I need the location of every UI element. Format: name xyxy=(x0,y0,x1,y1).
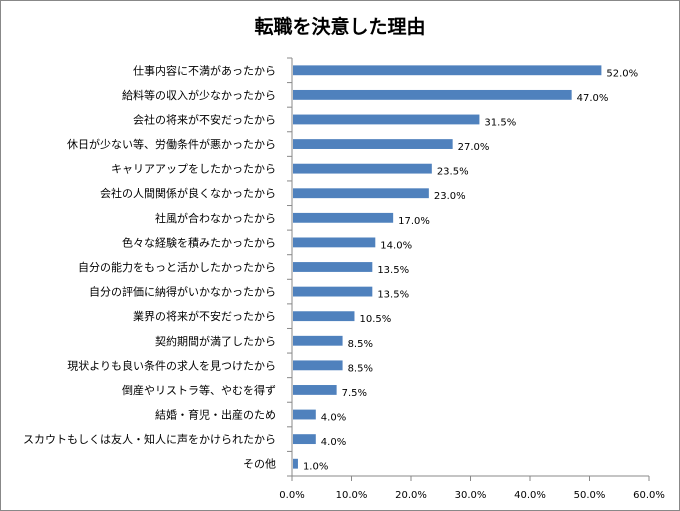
data-label: 8.5% xyxy=(348,339,373,350)
bar xyxy=(293,237,376,248)
bar xyxy=(293,458,298,469)
x-tick-label: 40.0% xyxy=(514,490,546,501)
x-tick-label: 50.0% xyxy=(574,490,606,501)
category-label: 会社の将来が不安だったから xyxy=(133,112,276,126)
bar xyxy=(293,360,343,371)
data-label: 13.5% xyxy=(377,265,409,276)
category-label: 倒産やリストラ等、やむを得ず xyxy=(122,383,276,397)
bar xyxy=(293,65,602,76)
bar xyxy=(293,89,572,100)
bar xyxy=(293,286,373,297)
category-label: 現状よりも良い条件の求人を見つけたから xyxy=(67,358,276,372)
bar xyxy=(293,114,480,125)
category-label: 結婚・育児・出産のため xyxy=(155,408,276,422)
category-label: キャリアアップをしたかったから xyxy=(111,163,276,176)
x-tick-label: 20.0% xyxy=(395,490,427,501)
bar xyxy=(293,212,394,223)
bar xyxy=(293,434,316,445)
category-label: 自分の能力をもっと活かしたかったから xyxy=(78,260,276,274)
data-label: 23.0% xyxy=(434,191,466,202)
category-label: 自分の評価に納得がいかなかったから xyxy=(89,285,276,299)
data-label: 23.5% xyxy=(437,167,469,178)
data-label: 4.0% xyxy=(321,413,346,424)
bar xyxy=(293,262,373,272)
data-label: 52.0% xyxy=(606,68,638,79)
x-tick-label: 60.0% xyxy=(633,490,665,501)
category-label: 業界の将来が不安だったから xyxy=(133,309,276,323)
category-label: スカウトもしくは友人・知人に声をかけられたから xyxy=(23,432,276,446)
category-label: 契約期間が満了したから xyxy=(155,334,276,348)
data-label: 4.0% xyxy=(321,437,346,448)
category-label: 色々な経験を積みたかったから xyxy=(122,235,276,249)
category-label: 会社の人間関係が良くなかったから xyxy=(100,186,276,200)
category-label: 休日が少ない等、労働条件が悪かったから xyxy=(67,137,276,151)
x-tick-label: 10.0% xyxy=(336,490,368,501)
data-label: 14.0% xyxy=(380,240,412,251)
data-label: 13.5% xyxy=(377,290,409,301)
bar xyxy=(293,163,432,174)
x-tick-label: 30.0% xyxy=(455,490,487,501)
data-label: 1.0% xyxy=(303,462,328,473)
data-label: 31.5% xyxy=(484,117,516,128)
bar xyxy=(293,139,453,149)
data-label: 7.5% xyxy=(342,388,367,399)
bar xyxy=(293,335,343,346)
bar xyxy=(293,385,337,395)
category-label: 社風が合わなかったから xyxy=(155,211,276,225)
category-label: 給料等の収入が少なかったから xyxy=(122,88,276,102)
data-label: 10.5% xyxy=(359,314,391,325)
data-label: 17.0% xyxy=(398,216,430,227)
category-label: その他 xyxy=(243,458,276,471)
bar xyxy=(293,311,355,322)
category-label: 仕事内容に不満があったから xyxy=(133,63,276,77)
bar xyxy=(293,409,316,420)
x-tick-label: 0.0% xyxy=(279,490,304,501)
data-label: 27.0% xyxy=(458,142,490,153)
bar xyxy=(293,188,429,199)
data-label: 47.0% xyxy=(577,93,609,104)
data-label: 8.5% xyxy=(348,363,373,374)
chart-title: 転職を決意した理由 xyxy=(254,15,425,38)
